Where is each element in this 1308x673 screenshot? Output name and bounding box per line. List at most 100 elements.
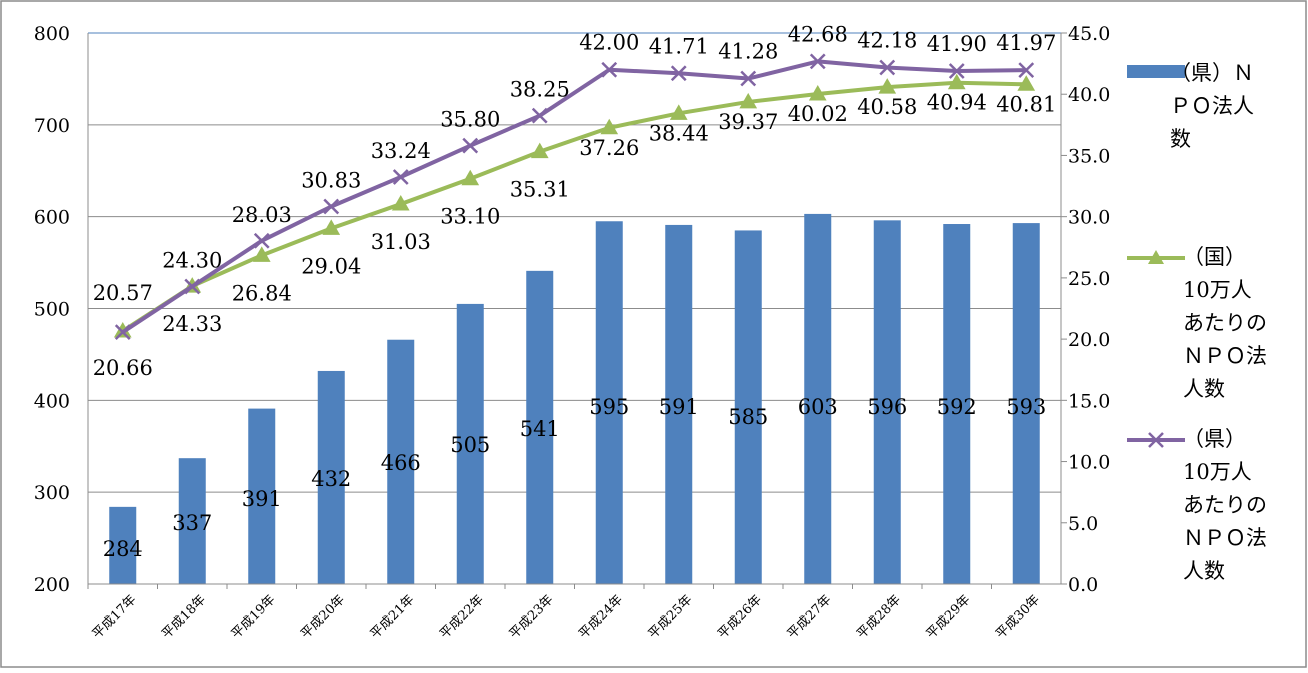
x-point xyxy=(879,59,896,76)
line-series-group xyxy=(113,53,1036,341)
legend-bar-label: 数 xyxy=(1170,127,1191,151)
prefecture-line xyxy=(121,59,1027,334)
triangle-point xyxy=(461,169,480,186)
bar-data-label: 585 xyxy=(728,405,768,429)
x-point xyxy=(670,65,687,82)
bar-data-label: 603 xyxy=(798,395,838,419)
bar xyxy=(804,213,832,584)
triangle-point xyxy=(252,246,271,262)
triangle-point xyxy=(391,195,410,211)
prefecture-data-label: 42.68 xyxy=(788,22,848,46)
bar xyxy=(526,270,554,584)
y-right-tick-label: 5.0 xyxy=(1068,513,1098,535)
prefecture-data-label: 33.24 xyxy=(371,139,431,163)
x-point xyxy=(253,232,270,249)
prefecture-data-label: 28.03 xyxy=(232,203,292,227)
y-left-tick-label: 500 xyxy=(34,299,70,321)
bar xyxy=(665,224,693,584)
triangle-point xyxy=(322,219,341,235)
y-right-tick-label: 15.0 xyxy=(1068,390,1110,412)
prefecture-data-label: 42.00 xyxy=(579,31,639,55)
national-data-label: 35.31 xyxy=(510,178,570,202)
bar xyxy=(734,230,762,585)
triangle-point xyxy=(669,104,688,120)
prefecture-data-label: 20.57 xyxy=(93,281,153,305)
legend-national-label: あたりの xyxy=(1183,311,1267,335)
triangle-point xyxy=(947,73,966,90)
triangle-point xyxy=(878,78,897,94)
bar-data-label: 596 xyxy=(867,395,907,419)
bar xyxy=(109,506,137,584)
prefecture-data-label: 35.80 xyxy=(440,108,500,132)
legend-national-label: ＮＰＯ法 xyxy=(1183,344,1267,368)
legend-prefecture-label: ＮＰＯ法 xyxy=(1183,526,1267,550)
legend-national-label: 人数 xyxy=(1183,377,1225,401)
x-point xyxy=(114,324,131,341)
y-left-tick-label: 300 xyxy=(34,482,70,504)
x-point xyxy=(392,169,409,185)
bar-data-label: 337 xyxy=(172,511,212,535)
triangle-point xyxy=(530,142,549,159)
y-right-tick-label: 10.0 xyxy=(1068,452,1110,474)
legend-bar-label: ＰＯ法人 xyxy=(1170,94,1254,118)
prefecture-data-label: 38.25 xyxy=(510,78,570,102)
legend-prefecture-label: （県） xyxy=(1183,427,1246,451)
bar xyxy=(387,339,415,584)
y-right-tick-label: 25.0 xyxy=(1068,268,1110,290)
legend-prefecture-label: あたりの xyxy=(1183,493,1267,517)
bar-data-label: 541 xyxy=(520,417,560,441)
bar xyxy=(1012,223,1040,584)
data-labels: 284 337 391 432 466 505 541 595 591 585 603 596 592 5… xyxy=(93,22,1057,561)
x-point xyxy=(601,61,618,78)
legend-triangle-icon xyxy=(1148,250,1164,264)
national-data-label: 40.94 xyxy=(927,91,987,115)
prefecture-data-label: 41.28 xyxy=(718,40,778,64)
legend-national-label: （国） xyxy=(1183,245,1246,269)
y-right-tick-label: 30.0 xyxy=(1068,207,1110,229)
bar xyxy=(178,458,206,584)
legend-national-label: 10万人 xyxy=(1183,278,1252,302)
y-left-tick-label: 700 xyxy=(34,115,70,137)
bar xyxy=(456,303,484,584)
bar-data-label: 591 xyxy=(659,395,699,419)
prefecture-data-label: 24.30 xyxy=(162,248,222,272)
y-left-tick-label: 800 xyxy=(34,23,70,45)
national-data-label: 24.33 xyxy=(162,312,222,336)
bar-data-label: 391 xyxy=(242,487,282,511)
legend-prefecture-label: 10万人 xyxy=(1183,460,1252,484)
x-point xyxy=(809,53,826,70)
bar-data-label: 595 xyxy=(589,395,629,419)
y-right-tick-label: 45.0 xyxy=(1068,23,1110,45)
bar xyxy=(317,370,345,584)
national-data-label: 40.02 xyxy=(788,102,848,126)
y-left-tick-label: 200 xyxy=(34,574,70,596)
legend-x-icon xyxy=(1148,432,1164,448)
bar xyxy=(873,220,901,584)
national-data-label: 31.03 xyxy=(371,230,431,254)
prefecture-data-label: 42.18 xyxy=(857,29,917,53)
national-data-label: 20.66 xyxy=(93,356,153,380)
national-data-label: 40.58 xyxy=(857,95,917,119)
bar-data-label: 592 xyxy=(937,395,977,419)
bar-data-label: 593 xyxy=(1006,395,1046,419)
bar xyxy=(943,224,971,584)
national-data-label: 29.04 xyxy=(301,254,361,278)
bar-data-label: 505 xyxy=(450,433,490,457)
prefecture-data-label: 30.83 xyxy=(301,169,361,193)
x-point xyxy=(323,198,340,215)
prefecture-data-label: 41.71 xyxy=(649,34,709,58)
bar-data-label: 466 xyxy=(381,451,421,475)
x-point xyxy=(740,70,757,87)
bar-series-group xyxy=(109,213,1040,585)
triangle-point xyxy=(739,92,758,109)
y-right-tick-label: 20.0 xyxy=(1068,329,1110,351)
legend-bar-label: （県）Ｎ xyxy=(1170,61,1254,85)
x-point xyxy=(462,137,479,154)
y-left-tick-label: 400 xyxy=(34,390,70,412)
national-data-label: 38.44 xyxy=(649,121,709,145)
bar xyxy=(595,221,623,584)
national-data-label: 39.37 xyxy=(718,110,778,134)
